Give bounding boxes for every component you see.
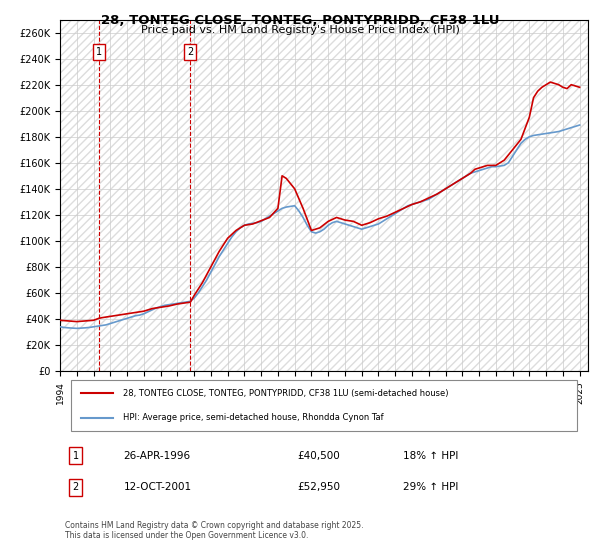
- Text: 1: 1: [73, 451, 79, 461]
- Text: 12-OCT-2001: 12-OCT-2001: [124, 482, 191, 492]
- Text: Contains HM Land Registry data © Crown copyright and database right 2025.
This d: Contains HM Land Registry data © Crown c…: [65, 521, 364, 540]
- Text: 18% ↑ HPI: 18% ↑ HPI: [403, 451, 458, 461]
- Text: HPI: Average price, semi-detached house, Rhondda Cynon Taf: HPI: Average price, semi-detached house,…: [124, 413, 384, 422]
- FancyBboxPatch shape: [71, 380, 577, 431]
- Text: Price paid vs. HM Land Registry's House Price Index (HPI): Price paid vs. HM Land Registry's House …: [140, 25, 460, 35]
- Text: 1: 1: [96, 47, 102, 57]
- Text: £52,950: £52,950: [298, 482, 341, 492]
- Text: 26-APR-1996: 26-APR-1996: [124, 451, 190, 461]
- Text: 28, TONTEG CLOSE, TONTEG, PONTYPRIDD, CF38 1LU: 28, TONTEG CLOSE, TONTEG, PONTYPRIDD, CF…: [101, 14, 499, 27]
- Text: 2: 2: [73, 482, 79, 492]
- Text: 28, TONTEG CLOSE, TONTEG, PONTYPRIDD, CF38 1LU (semi-detached house): 28, TONTEG CLOSE, TONTEG, PONTYPRIDD, CF…: [124, 389, 449, 398]
- Text: 29% ↑ HPI: 29% ↑ HPI: [403, 482, 458, 492]
- Text: 2: 2: [187, 47, 194, 57]
- Text: £40,500: £40,500: [298, 451, 340, 461]
